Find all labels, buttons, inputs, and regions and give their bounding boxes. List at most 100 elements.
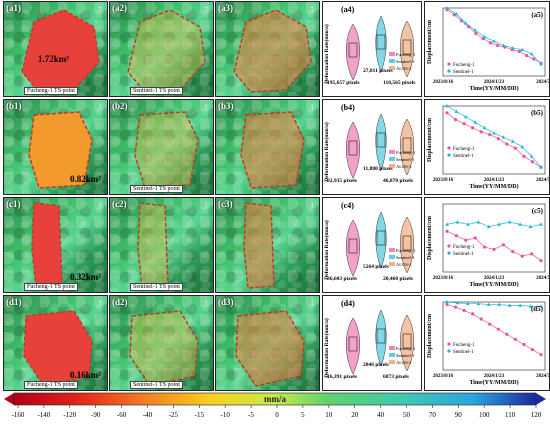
ts-point <box>496 137 500 141</box>
ts-point <box>455 300 460 305</box>
ts-point <box>476 301 481 306</box>
violin-legend-label: Fucheng-1 <box>396 150 415 155</box>
violin-legend-swatch <box>389 262 395 266</box>
violin-legend-label: ALOS-2 <box>396 360 412 365</box>
ts-point <box>453 118 458 122</box>
ts-point <box>445 222 449 226</box>
violin-legend-swatch <box>389 150 395 154</box>
ts-title: (d5) <box>531 305 544 313</box>
ts-point <box>471 126 475 130</box>
landslide-boundary <box>137 202 169 289</box>
ts-point <box>513 337 517 341</box>
violin-ylabel: Deformation Rate(mm/a) <box>323 220 330 280</box>
north-arrow-icon: ↑ <box>310 4 314 13</box>
colorbar-tick-label: 110 <box>505 411 516 419</box>
landslide-boundary <box>243 202 275 289</box>
ts-point <box>507 220 512 224</box>
map-svg <box>28 111 93 189</box>
violin-box <box>402 137 412 153</box>
ts-point <box>528 304 533 308</box>
ts-point <box>522 154 526 158</box>
map-texture <box>110 2 213 96</box>
ts-legend-label: Sentinel-1 <box>453 252 474 257</box>
violin-legend-label: Sentinel-1 <box>396 353 415 358</box>
ts-point <box>486 302 491 306</box>
ts-point <box>473 28 477 32</box>
map-panel-a2: (a2) ↑ Sentinel-1 TS point <box>109 1 214 97</box>
violin-shape <box>400 216 414 274</box>
pixel-count-label: 195,657 pixels <box>327 80 360 86</box>
ts-point <box>479 317 483 321</box>
ts-xlabel: Time(YY/MM/DD) <box>469 281 518 288</box>
map-texture <box>110 100 213 194</box>
panel-label: (b1) <box>6 101 22 111</box>
violin-legend-swatch <box>389 164 395 168</box>
colorbar-tick-label: -25 <box>169 411 179 419</box>
north-arrow-icon: ↑ <box>204 4 208 13</box>
violin-legend-swatch <box>389 248 395 252</box>
ts-point <box>530 252 534 256</box>
ts-line-Sentinel-1 <box>446 301 541 307</box>
ts-point <box>482 125 487 130</box>
legend-sentinel-ts: Sentinel-1 TS point <box>130 185 183 193</box>
ts-point <box>497 302 502 306</box>
legend-fucheng-ts: Fucheng-1 TS point <box>24 381 78 389</box>
map-panel-a3: (a3) ↑ <box>215 1 320 97</box>
map-panel-d1: (d1) ↑ 0.16km² Fucheng-1 TS point <box>3 295 108 391</box>
ts-point <box>445 302 449 307</box>
landslide-boundary <box>235 310 305 387</box>
ts-point <box>505 142 509 146</box>
ts-point <box>528 224 533 229</box>
landslide-boundary <box>240 111 305 189</box>
panel-label: (c2) <box>112 199 127 209</box>
pixel-count-label: 5264 pixels <box>363 264 389 270</box>
ts-legend-label: Fucheng-1 <box>453 245 475 250</box>
violin-title: (b4) <box>341 103 355 112</box>
landslide-boundary <box>233 9 312 93</box>
panel-label: (a3) <box>218 3 233 13</box>
violin-box <box>376 34 386 50</box>
ts-point <box>532 57 536 61</box>
ts-point <box>479 130 483 134</box>
ts-point <box>539 353 543 357</box>
ts-point <box>464 114 468 119</box>
ts-point <box>488 41 492 45</box>
ts-legend-label: Fucheng-1 <box>453 63 475 68</box>
ts-point <box>529 51 534 56</box>
ts-legend-marker <box>447 244 451 248</box>
north-arrow-icon: ↑ <box>98 102 102 111</box>
violin-svg: (a4) Deformation Rate(mm/a)195,657 pixels… <box>323 5 415 86</box>
ts-point <box>445 111 449 115</box>
ts-point <box>466 301 470 306</box>
ts-svg: (d5) Displacement/cm 2023/8/16 2024/1/23 202… <box>427 300 550 386</box>
violin-shape <box>400 314 414 372</box>
legend-sentinel-ts: Sentinel-1 TS point <box>130 381 183 389</box>
north-arrow-icon: ↑ <box>310 200 314 209</box>
landslide-boundary <box>134 111 199 189</box>
colorbar-tick-label: 70 <box>429 411 437 419</box>
colorbar-tick-label: 50 <box>403 411 411 419</box>
violin-legend-swatch <box>389 255 395 259</box>
violin-svg: (b4) Deformation Rate(mm/a)82,935 pixels 1… <box>323 103 415 184</box>
violin-shape <box>346 317 360 375</box>
ts-point <box>520 254 524 258</box>
map-svg <box>21 9 100 93</box>
ts-point <box>496 43 500 48</box>
violin-box <box>348 238 358 254</box>
map-svg <box>23 310 93 387</box>
legend-sentinel-ts: Sentinel-1 TS point <box>130 87 183 95</box>
ts-xlabel: Time(YY/MM/DD) <box>469 379 518 386</box>
violin-legend-label: ALOS-2 <box>396 262 412 267</box>
colorbar-unit: mm/a <box>264 394 286 404</box>
landslide-boundary <box>21 9 100 93</box>
violin-box <box>402 333 412 349</box>
ts-point <box>455 220 460 224</box>
map-panel-a1: (a1) ↑ 1.72km² Fucheng-1 TS point <box>3 1 108 97</box>
ts-point <box>511 250 515 254</box>
landslide-boundary <box>23 310 93 387</box>
violin-svg: (d4) Deformation Rate(mm/a)16,391 pixels 2… <box>323 299 415 380</box>
colorbar-tick-label: 90 <box>455 411 463 419</box>
pixel-count-label: 110,565 pixels <box>383 80 415 86</box>
area-label: 0.82km² <box>70 174 101 184</box>
ts-point <box>482 34 487 39</box>
